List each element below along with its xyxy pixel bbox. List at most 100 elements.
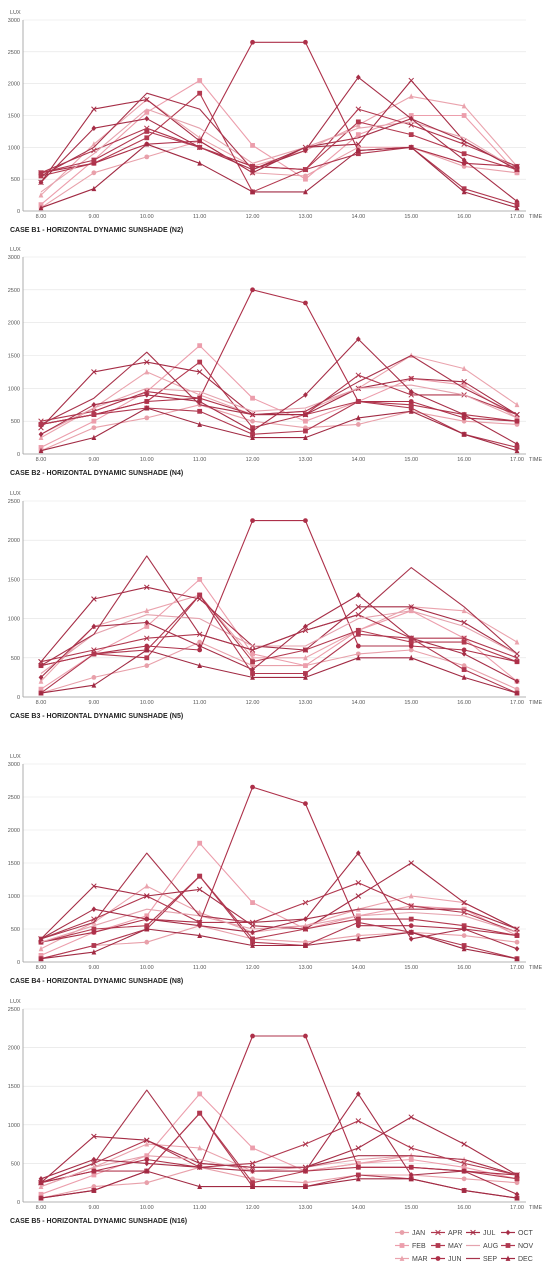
y-tick-label: 2500 — [8, 1007, 20, 1013]
x-tick-label: 8.00 — [36, 700, 47, 706]
data-point-oct — [355, 74, 361, 81]
data-point-dec — [461, 945, 467, 952]
series-line-mar — [40, 885, 518, 950]
data-point-jun — [144, 643, 150, 649]
data-point-oct — [303, 392, 308, 398]
x-tick-label: 8.00 — [36, 965, 47, 971]
chart-panel-5: 0 500 1000 1500 2000 2500 LUX 8.00 9.00 10.00 11.0… — [8, 999, 543, 1225]
data-point-jan — [461, 1176, 467, 1182]
data-point-apr — [144, 388, 150, 395]
x-tick-label: 12.00 — [246, 214, 260, 220]
data-point-mar — [461, 607, 467, 614]
x-tick-label: 17.00 — [510, 1205, 524, 1211]
data-point-may — [250, 659, 255, 665]
data-point-may — [355, 627, 361, 633]
data-point-nov — [355, 399, 361, 404]
data-point-jul — [144, 1137, 150, 1143]
x-tick-label: 17.00 — [510, 457, 524, 463]
x-tick-label: 15.00 — [404, 700, 418, 706]
data-point-mar — [38, 678, 44, 684]
data-point-jul — [144, 96, 150, 103]
data-point-dec — [197, 1183, 203, 1189]
y-tick-label: 1000 — [8, 145, 20, 151]
data-point-oct — [461, 157, 467, 163]
y-tick-label: 2500 — [8, 50, 20, 56]
data-point-jul — [196, 886, 203, 893]
data-point-nov — [91, 412, 97, 417]
data-point-jul — [355, 893, 362, 899]
data-point-jan — [355, 422, 361, 427]
data-point-dec — [91, 434, 97, 440]
x-tick-label: 15.00 — [404, 1205, 418, 1211]
series-line-dec — [40, 928, 518, 960]
series-line-apr — [40, 882, 518, 940]
data-point-oct — [91, 623, 97, 630]
data-point-jun — [303, 39, 308, 45]
data-point-apr — [355, 1118, 362, 1124]
data-point-dec — [38, 1195, 44, 1201]
data-point-apr — [461, 1160, 467, 1167]
legend-item-oct: OCT — [501, 1229, 534, 1237]
data-point-oct — [461, 411, 467, 418]
series-line-jun — [40, 520, 518, 667]
data-point-may — [408, 639, 414, 645]
x-tick-label: 16.00 — [457, 214, 471, 220]
x-tick-label: 16.00 — [457, 700, 471, 706]
data-point-jul — [249, 922, 256, 929]
data-point-jun — [461, 415, 467, 421]
x-tick-label: 9.00 — [89, 1205, 100, 1211]
data-point-mar — [91, 141, 97, 147]
data-point-jul — [144, 584, 150, 590]
data-point-oct — [461, 1168, 467, 1174]
data-point-oct — [250, 428, 255, 434]
data-point-feb — [197, 577, 203, 582]
legend-marker-mar — [399, 1255, 405, 1261]
data-point-dec — [303, 674, 308, 680]
data-point-jan — [91, 1184, 97, 1189]
data-point-jul — [249, 170, 256, 176]
data-point-apr — [302, 899, 309, 906]
y-tick-label: 0 — [17, 960, 20, 966]
data-point-oct — [303, 623, 308, 630]
data-point-nov — [91, 651, 97, 657]
data-point-dec — [514, 447, 520, 454]
data-point-nov — [38, 170, 44, 176]
x-tick-label: 10.00 — [140, 457, 154, 463]
x-tick-label: 8.00 — [36, 1205, 47, 1211]
data-point-jun — [250, 1033, 255, 1039]
series-line-oct — [40, 852, 518, 950]
data-point-nov — [197, 592, 203, 598]
data-point-jul — [408, 860, 414, 866]
data-point-nov — [514, 445, 520, 450]
data-point-oct — [250, 1168, 255, 1174]
x-axis-label: TIME — [529, 1205, 542, 1211]
data-point-oct — [91, 401, 97, 408]
data-point-dec — [461, 1187, 467, 1193]
x-tick-label: 10.00 — [140, 700, 154, 706]
data-point-nov — [461, 667, 467, 672]
legend-label: DEC — [518, 1256, 533, 1263]
data-point-dec — [303, 188, 308, 195]
series-line-sep — [40, 555, 518, 667]
legend-item-dec: DEC — [501, 1255, 533, 1263]
data-point-mar — [38, 434, 44, 440]
data-point-dec — [91, 682, 97, 688]
data-point-jun — [250, 39, 255, 45]
series-line-nov — [40, 400, 518, 448]
y-tick-label: 1500 — [8, 1084, 20, 1090]
data-point-dec — [197, 421, 203, 427]
data-point-nov — [250, 939, 255, 945]
legend-label: JUL — [483, 1230, 496, 1237]
data-point-may — [250, 936, 255, 942]
x-tick-label: 13.00 — [299, 457, 313, 463]
data-point-may — [197, 359, 203, 365]
series-line-sep — [40, 1089, 518, 1184]
y-tick-label: 1000 — [8, 617, 20, 623]
data-point-oct — [91, 125, 97, 132]
x-tick-label: 14.00 — [351, 457, 365, 463]
x-tick-label: 11.00 — [193, 457, 206, 463]
data-point-dec — [91, 1187, 97, 1193]
data-point-jun — [514, 933, 520, 938]
data-point-may — [355, 119, 361, 125]
